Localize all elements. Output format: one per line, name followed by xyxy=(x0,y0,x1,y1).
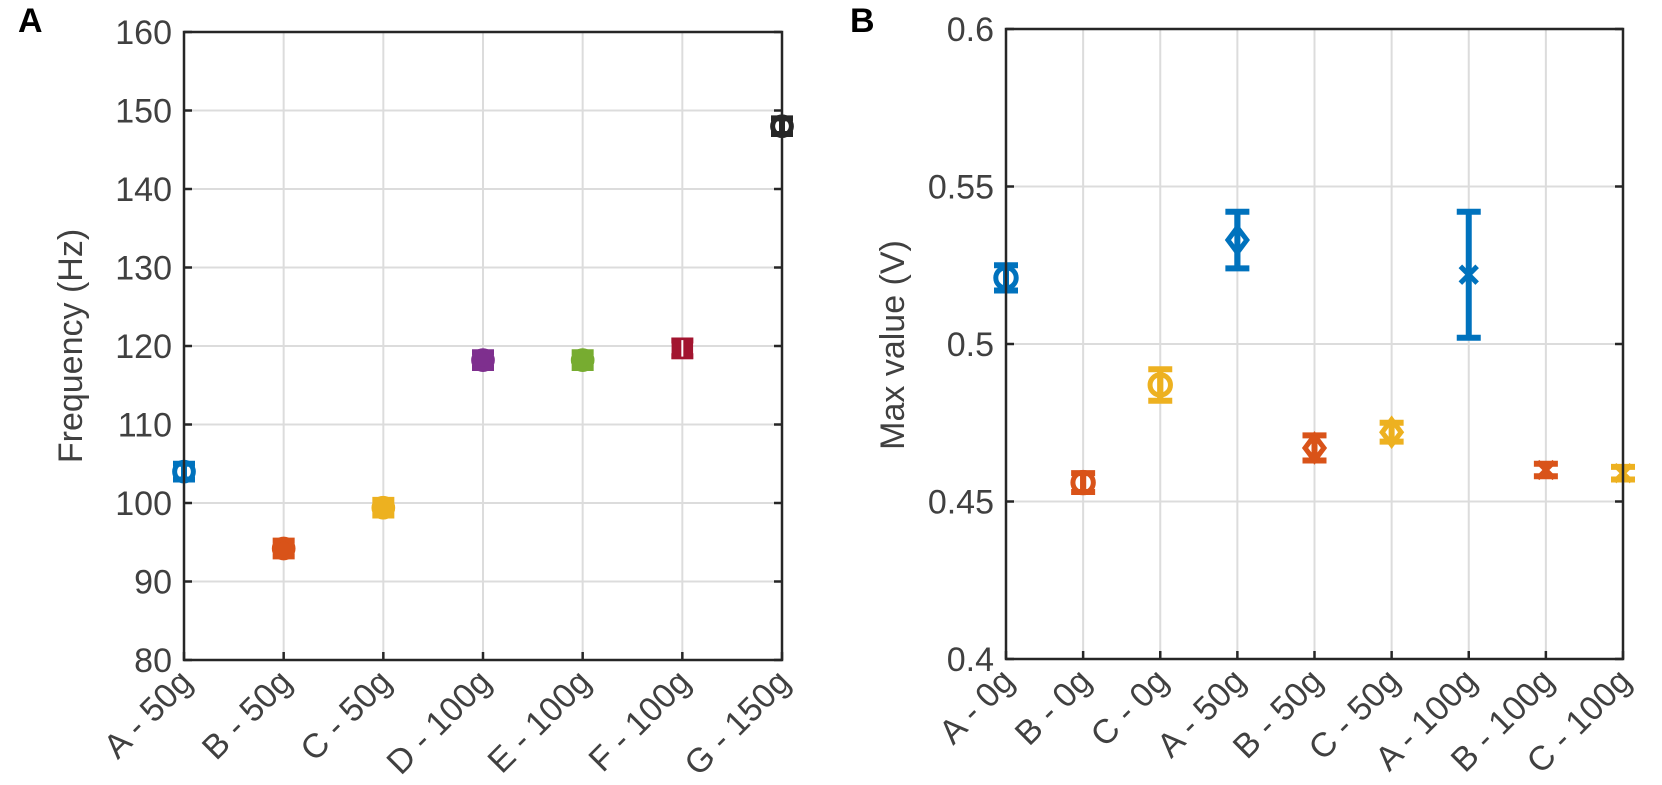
y-tick-label: 80 xyxy=(134,642,172,680)
panel-a-y-axis-label: Frequency (Hz) xyxy=(52,229,90,463)
panel-a-y-ticks: 80 90 100 110 120 130 140 150 160 xyxy=(115,14,782,680)
x-tick-label: G - 150g xyxy=(677,663,797,783)
data-point xyxy=(371,495,396,520)
marker xyxy=(271,536,296,561)
y-tick-label: 150 xyxy=(115,93,172,131)
data-point xyxy=(1224,208,1250,272)
data-point xyxy=(1147,366,1173,404)
panel-a-axes-box xyxy=(182,30,784,662)
panel-b-y-ticks: 0.4 0.45 0.5 0.55 0.6 xyxy=(928,11,1623,679)
marker xyxy=(1535,459,1557,481)
panel-b-data-points xyxy=(993,208,1635,496)
y-tick-label: 130 xyxy=(115,250,172,288)
y-tick-label: 110 xyxy=(118,407,172,445)
x-tick-label: B - 0g xyxy=(1008,662,1099,753)
data-point xyxy=(471,348,495,372)
data-point xyxy=(1301,431,1328,465)
panel-b-axes-box xyxy=(1004,27,1625,661)
marker xyxy=(1458,264,1479,285)
marker xyxy=(1070,469,1096,496)
marker xyxy=(371,495,396,520)
x-tick-label: B - 50g xyxy=(195,663,299,767)
panel-b-letter: B xyxy=(850,2,875,40)
y-tick-label: 0.45 xyxy=(928,484,994,522)
panel-b-y-axis-label: Max value (V) xyxy=(874,240,912,450)
data-point xyxy=(1533,459,1558,481)
panel-a-frequency-chart: A Frequency (Hz) 80 90 100 110 120 130 140 150 1… xyxy=(18,2,798,783)
y-tick-label: 140 xyxy=(115,171,172,209)
panel-a-letter: A xyxy=(18,2,43,40)
y-tick-label: 0.6 xyxy=(947,11,994,49)
marker xyxy=(471,348,495,372)
x-tick-label: F - 100g xyxy=(582,663,698,779)
panel-b-max-value-chart: B Max value (V) 0.4 0.45 0.5 0.55 0.6 A - 0g… xyxy=(850,2,1639,781)
panel-a-gridlines xyxy=(183,31,783,661)
y-tick-label: 100 xyxy=(115,485,172,523)
marker xyxy=(570,348,595,372)
data-point xyxy=(1379,415,1405,449)
data-point xyxy=(1070,469,1096,496)
x-tick-label: E - 100g xyxy=(481,663,599,781)
data-point xyxy=(271,536,296,561)
y-tick-label: 160 xyxy=(115,14,172,52)
y-tick-label: 0.5 xyxy=(947,326,994,364)
y-tick-label: 120 xyxy=(115,328,172,366)
panel-b-gridlines xyxy=(1005,28,1624,660)
x-tick-label: D - 100g xyxy=(380,663,499,782)
y-tick-label: 90 xyxy=(134,564,172,602)
data-point xyxy=(570,348,595,372)
y-tick-label: 0.55 xyxy=(928,169,994,207)
data-point xyxy=(1456,208,1481,341)
y-tick-label: 0.4 xyxy=(947,641,994,679)
data-point xyxy=(671,337,694,360)
